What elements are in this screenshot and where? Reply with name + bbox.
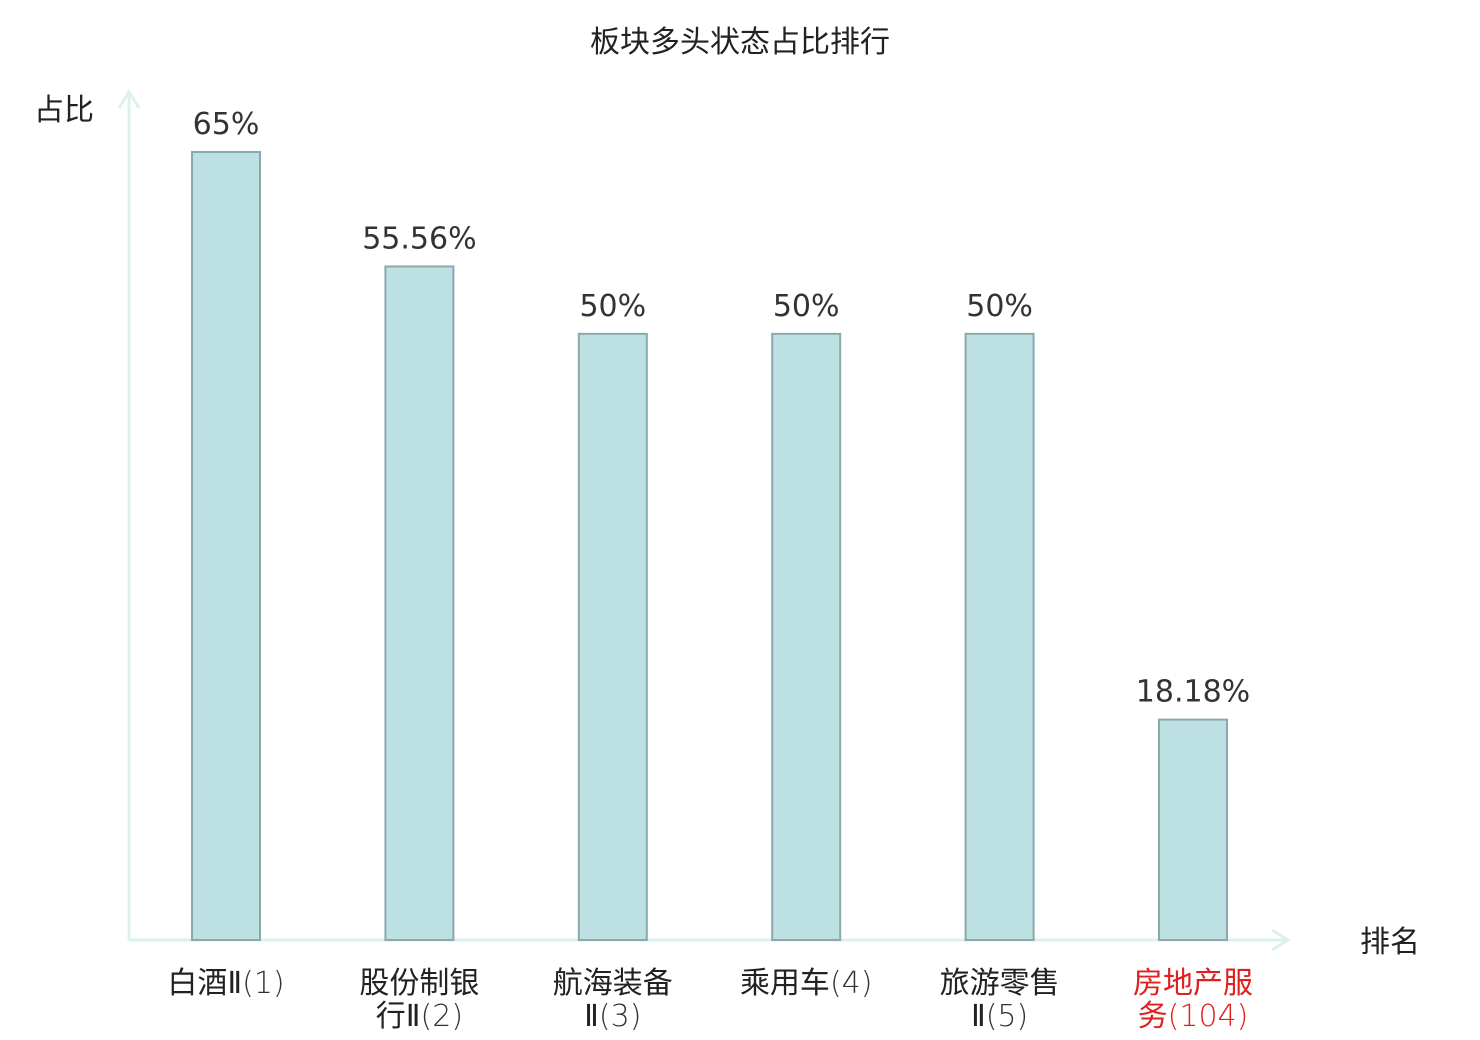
x-axis-label: 排名: [1360, 925, 1420, 960]
x-tick-name: 房地产服: [1133, 966, 1253, 1001]
x-tick-name: 股份制银: [359, 966, 479, 1001]
x-tick-line: Ⅱ(5): [971, 999, 1028, 1034]
bar-2: [384, 265, 455, 941]
x-tick-rank: (5): [986, 999, 1029, 1034]
x-tick-name: 旅游零售: [940, 966, 1060, 1001]
x-tick-rank: (4): [830, 966, 873, 1001]
x-tick-line: 房地产服: [1133, 966, 1253, 1001]
value-label-1: 65%: [193, 107, 260, 142]
x-tick-rank: (3): [599, 999, 642, 1034]
x-tick-name: Ⅱ: [971, 999, 986, 1034]
value-labels: 65% 55.56% 50% 50% 50% 18.18%: [193, 107, 1251, 710]
x-tick-rank: (1): [242, 966, 285, 1001]
y-axis-arrow: [117, 89, 141, 109]
bar-5: [964, 332, 1035, 942]
value-label-3: 50%: [579, 289, 646, 324]
x-tick-line: 旅游零售: [940, 966, 1060, 1001]
chart-title: 板块多头状态占比排行: [590, 25, 890, 60]
x-tick-line: 股份制银: [359, 966, 479, 1001]
x-tick-line: 航海装备: [553, 966, 673, 1001]
x-tick-line: 务(104): [1138, 999, 1249, 1034]
value-label-4: 50%: [773, 289, 840, 324]
value-label-2: 55.56%: [362, 221, 476, 256]
x-tick-name: 白酒Ⅱ: [167, 966, 242, 1001]
x-axis-arrow: [1271, 928, 1291, 952]
bar-4: [771, 332, 842, 942]
x-tick-label-6: 房地产服务(104): [1133, 966, 1253, 1034]
x-tick-labels: 白酒Ⅱ(1) 股份制银行Ⅱ(2)航海装备 Ⅱ(3)乘用车(4) 旅游零售 Ⅱ(5)房地产…: [167, 966, 1253, 1034]
x-tick-name: 航海装备: [553, 966, 673, 1001]
bar-6: [1158, 718, 1228, 942]
x-tick-rank: (104): [1168, 999, 1249, 1034]
x-tick-line: 乘用车(4): [740, 966, 873, 1001]
x-tick-name: Ⅱ: [584, 999, 599, 1034]
x-tick-label-1: 白酒Ⅱ(1): [167, 966, 284, 1001]
x-tick-line: 行Ⅱ(2): [376, 999, 463, 1034]
x-tick-label-3: 航海装备 Ⅱ(3): [553, 966, 673, 1034]
axes: [117, 89, 1291, 952]
x-tick-line: Ⅱ(3): [584, 999, 641, 1034]
x-tick-name: 乘用车: [740, 966, 830, 1001]
x-tick-rank: (2): [421, 999, 464, 1034]
x-tick-name: 行Ⅱ: [376, 999, 421, 1034]
x-tick-name: 务: [1138, 999, 1168, 1034]
bars: [191, 151, 1228, 942]
x-tick-label-2: 股份制银行Ⅱ(2): [359, 966, 479, 1034]
y-axis-label: 占比: [34, 93, 94, 128]
bar-1: [191, 151, 261, 941]
x-tick-label-4: 乘用车(4): [740, 966, 873, 1001]
x-tick-line: 白酒Ⅱ(1): [167, 966, 284, 1001]
bar-3: [577, 332, 648, 942]
x-tick-label-5: 旅游零售 Ⅱ(5): [940, 966, 1060, 1034]
value-label-6: 18.18%: [1136, 675, 1250, 710]
value-label-5: 50%: [966, 289, 1033, 324]
